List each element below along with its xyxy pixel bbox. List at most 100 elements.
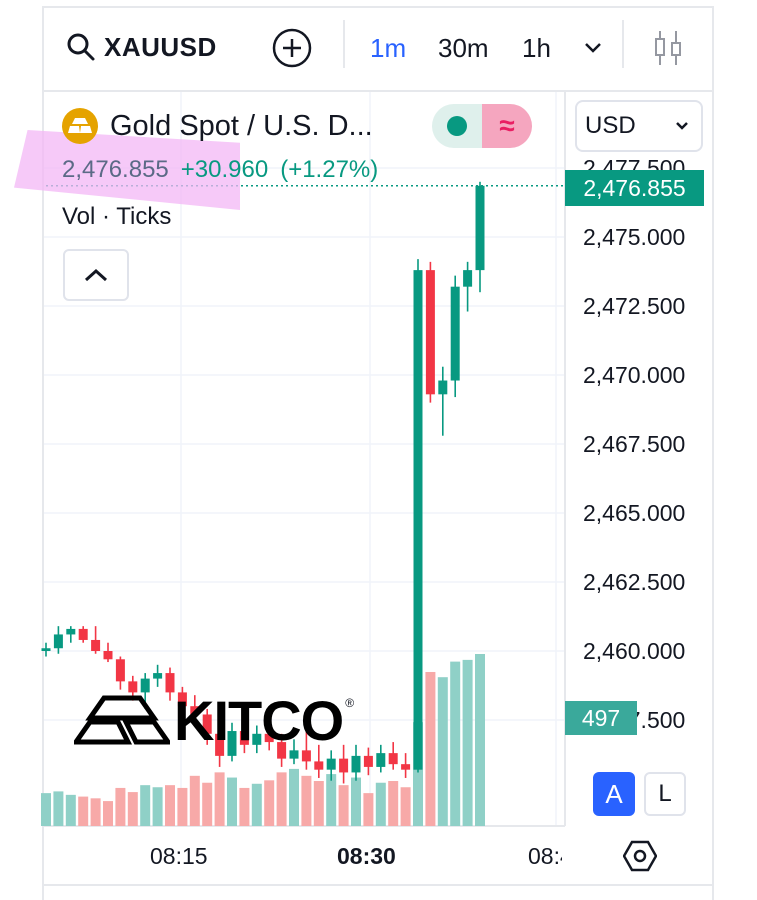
price-axis-label: 2,462.500 [583, 569, 685, 595]
volume-bar [152, 787, 163, 826]
candle-body [326, 758, 336, 770]
volume-bar [363, 793, 374, 826]
volume-bar [351, 777, 361, 826]
chart-frame [42, 6, 714, 900]
timeframe-1m[interactable]: 1m [370, 32, 407, 63]
volume-bar [227, 777, 237, 826]
volume-bar [177, 787, 188, 826]
chart-settings-button[interactable] [622, 838, 658, 874]
volume-bar [127, 792, 138, 826]
volume-bar [103, 801, 113, 826]
currency-select[interactable]: USD [575, 100, 703, 152]
timeframe-1h[interactable]: 1h [522, 32, 551, 63]
candle-body [376, 753, 386, 767]
time-label-0845: 08:45 [528, 843, 562, 869]
current-price-label: 2,476.855 [565, 170, 704, 206]
candle-body [351, 755, 361, 773]
timeframe-30m[interactable]: 30m [438, 32, 489, 63]
candle-body [314, 761, 324, 770]
candle-body [301, 750, 311, 762]
time-label-0830: 08:30 [337, 843, 396, 869]
kitco-watermark: KITCO ® [74, 688, 354, 752]
symbol-title: Gold Spot / U.S. D... [110, 109, 373, 142]
volume-bar [239, 787, 250, 826]
volume-bar [450, 661, 461, 826]
volume-bar [189, 775, 200, 826]
candle-body [339, 758, 349, 773]
volume-bar [400, 787, 411, 826]
volume-bar [338, 785, 349, 826]
candle-body [401, 764, 411, 770]
volume-bar [276, 772, 287, 826]
volume-bar [78, 796, 89, 826]
volume-bar [301, 775, 312, 826]
volume-bars [41, 654, 485, 826]
symbol-legend[interactable]: Gold Spot / U.S. D... [62, 106, 373, 146]
price-change-percent: (+1.27%) [280, 156, 379, 183]
price-axis-label: 2,465.000 [583, 500, 685, 526]
candle-body [463, 270, 473, 287]
candle-body [425, 270, 435, 395]
candle-body [438, 380, 448, 395]
volume-bar [326, 774, 337, 826]
toolbar-divider [622, 20, 624, 68]
volume-bar [289, 768, 299, 826]
timeframe-dropdown[interactable] [578, 28, 608, 68]
candle-body [66, 628, 76, 635]
volume-bar [53, 791, 64, 826]
search-icon [67, 33, 95, 61]
top-toolbar [44, 8, 712, 92]
candle-body [115, 659, 125, 682]
market-status-pill[interactable]: ≈ [432, 104, 532, 148]
candle-body [177, 692, 187, 707]
bottom-divider [44, 884, 712, 886]
compare-symbol-button[interactable] [272, 28, 312, 68]
candle-body [450, 286, 460, 381]
volume-bar [65, 794, 76, 826]
auto-scale-button[interactable]: A [593, 772, 635, 816]
candles-indicator-icon [655, 31, 681, 65]
symbol-search[interactable]: XAUUSD [66, 28, 217, 66]
currency-value: USD [585, 112, 636, 139]
volume-bar [388, 781, 399, 826]
market-open-dot-icon [432, 104, 482, 148]
volume-bar [475, 654, 485, 826]
volume-bar [165, 785, 175, 826]
candle-body [289, 750, 299, 759]
chevron-down-icon [585, 43, 601, 53]
candle-body [190, 706, 200, 715]
candle-body [264, 733, 274, 743]
indicators-button[interactable] [648, 28, 688, 68]
approx-icon: ≈ [482, 104, 532, 148]
candle-body [202, 714, 212, 734]
chevron-up-icon [84, 268, 108, 282]
volume-bar [251, 783, 262, 826]
volume-bar [437, 677, 448, 826]
price-change: +30.960 [180, 156, 269, 183]
time-label-0815: 08:15 [150, 843, 208, 869]
price-axis: 2,477.5002,475.0002,472.5002,470.0002,46… [583, 155, 685, 733]
volume-bar [90, 798, 101, 826]
price-axis-label: 2,467.500 [583, 431, 685, 457]
candle-body [103, 651, 113, 660]
log-scale-button[interactable]: L [644, 772, 686, 816]
collapse-legend-button[interactable] [63, 249, 129, 301]
candle-body [413, 270, 423, 770]
candle-body [53, 634, 63, 649]
volume-bar [115, 787, 126, 826]
symbol-label: XAUUSD [104, 31, 217, 62]
candle-body [227, 731, 237, 756]
volume-bar [413, 722, 423, 826]
volume-legend[interactable]: Vol · Ticks [62, 203, 172, 230]
candle-body [252, 733, 262, 745]
volume-bar [462, 659, 473, 826]
candle-series [41, 181, 485, 784]
volume-bar [313, 781, 324, 826]
chevron-down-icon [676, 122, 688, 130]
price-change-readout: 2,476.855 +30.960 (+1.27%) [62, 156, 378, 184]
candle-body [475, 185, 485, 271]
volume-bar [140, 785, 151, 826]
candle-body [239, 731, 249, 745]
kitco-wordmark: KITCO [174, 688, 344, 752]
kitco-gold-bars-logo [74, 695, 170, 745]
